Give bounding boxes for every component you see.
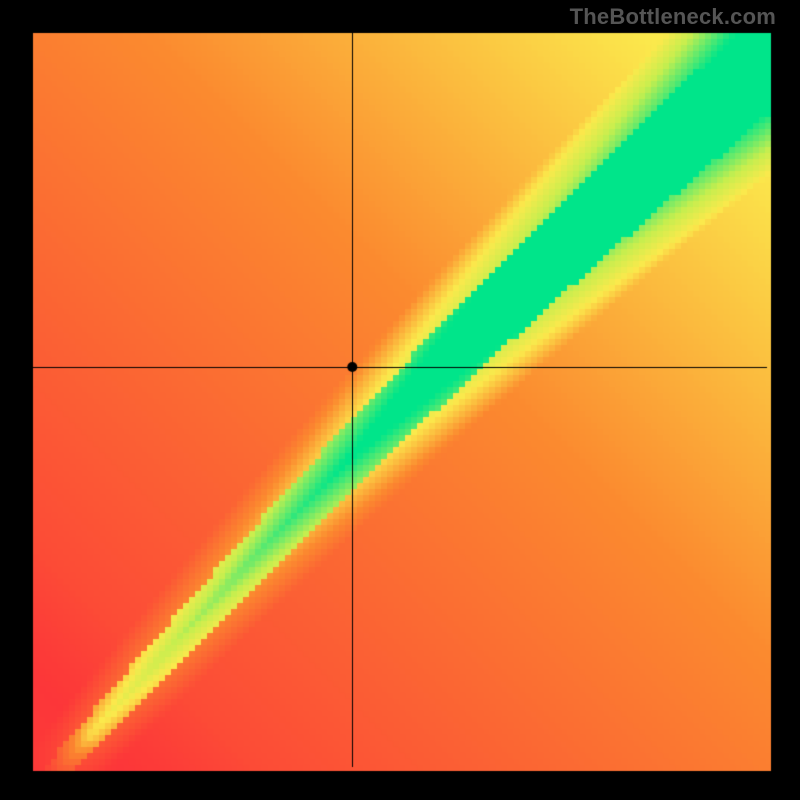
watermark-text: TheBottleneck.com: [570, 4, 776, 30]
chart-frame: TheBottleneck.com: [0, 0, 800, 800]
bottleneck-heatmap-canvas: [0, 0, 800, 800]
